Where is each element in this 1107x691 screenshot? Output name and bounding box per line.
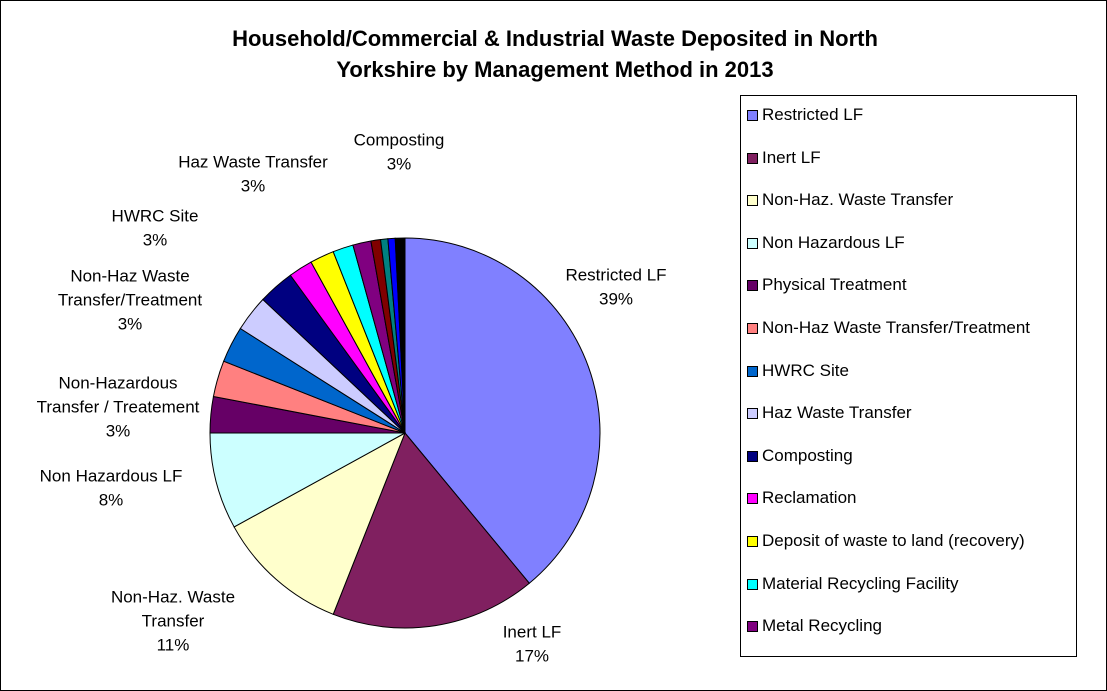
legend-label: Non-Haz Waste Transfer/Treatment [762,318,1030,337]
pie-slice [332,432,531,629]
data-label: HWRC Site [112,206,199,225]
legend-swatch [747,621,758,633]
data-label-value: 17% [515,646,549,665]
pie-slice [404,237,601,584]
data-label-value: 3% [387,154,412,173]
data-label: Non-Haz Waste [70,266,189,285]
legend-swatch [747,578,758,590]
legend-label: Inert LF [762,147,821,167]
legend-swatch [747,110,758,121]
legend-label: Metal Recycling [762,616,882,636]
chart-title: Household/Commercial & Industrial Waste … [232,26,878,51]
pie-slice [233,431,406,615]
legend-swatch [747,450,758,462]
legend-label: Reclamation [762,488,857,508]
data-label: Non Hazardous LF [40,466,183,485]
legend: Restricted LF Inert LF Non-Haz. Waste Tran… [740,95,1077,657]
data-label: Non-Haz. Waste [111,587,235,606]
legend-label: Composting [762,445,853,465]
legend-swatch [747,280,758,292]
data-label: Restricted LF [565,265,666,284]
pie-slice [394,237,406,434]
legend-label: Non Hazardous LF [762,232,905,252]
data-label: Haz Waste Transfer [178,152,328,171]
legend-swatch [747,365,758,377]
legend-label: Haz Waste Transfer [762,403,912,423]
data-label-value: 3% [106,421,131,440]
legend-swatch [747,237,758,249]
data-label: Transfer/Treatment [58,290,203,309]
data-label-value: 11% [157,635,190,654]
data-label-value: 3% [241,176,266,195]
legend-swatch [747,195,758,207]
data-label: Transfer [142,611,205,630]
data-label-value: 8% [99,490,124,509]
legend-label: Physical Treatment [762,275,907,295]
data-label-value: 3% [118,314,143,333]
data-label-value: 39% [599,289,633,308]
legend-swatch [747,493,758,505]
legend-swatch [747,536,758,547]
legend-label: Material Recycling Facility [762,573,959,593]
legend-swatch [747,408,758,420]
legend-label: Non-Haz. Waste Transfer [762,190,954,210]
pie-slice [209,432,406,528]
data-label: Non-Hazardous [58,373,177,392]
data-label-value: 3% [143,230,168,249]
legend-swatch [747,323,758,334]
legend-swatch [747,152,758,164]
legend-label: Restricted LF [762,105,864,124]
data-label: Transfer / Treatement [37,397,200,416]
data-label: Composting [354,130,445,149]
data-label: Inert LF [503,622,562,641]
legend-label: HWRC Site [762,360,849,380]
chart-title: Yorkshire by Management Method in 2013 [336,57,773,82]
legend-label: Deposit of waste to land (recovery) [762,531,1025,550]
